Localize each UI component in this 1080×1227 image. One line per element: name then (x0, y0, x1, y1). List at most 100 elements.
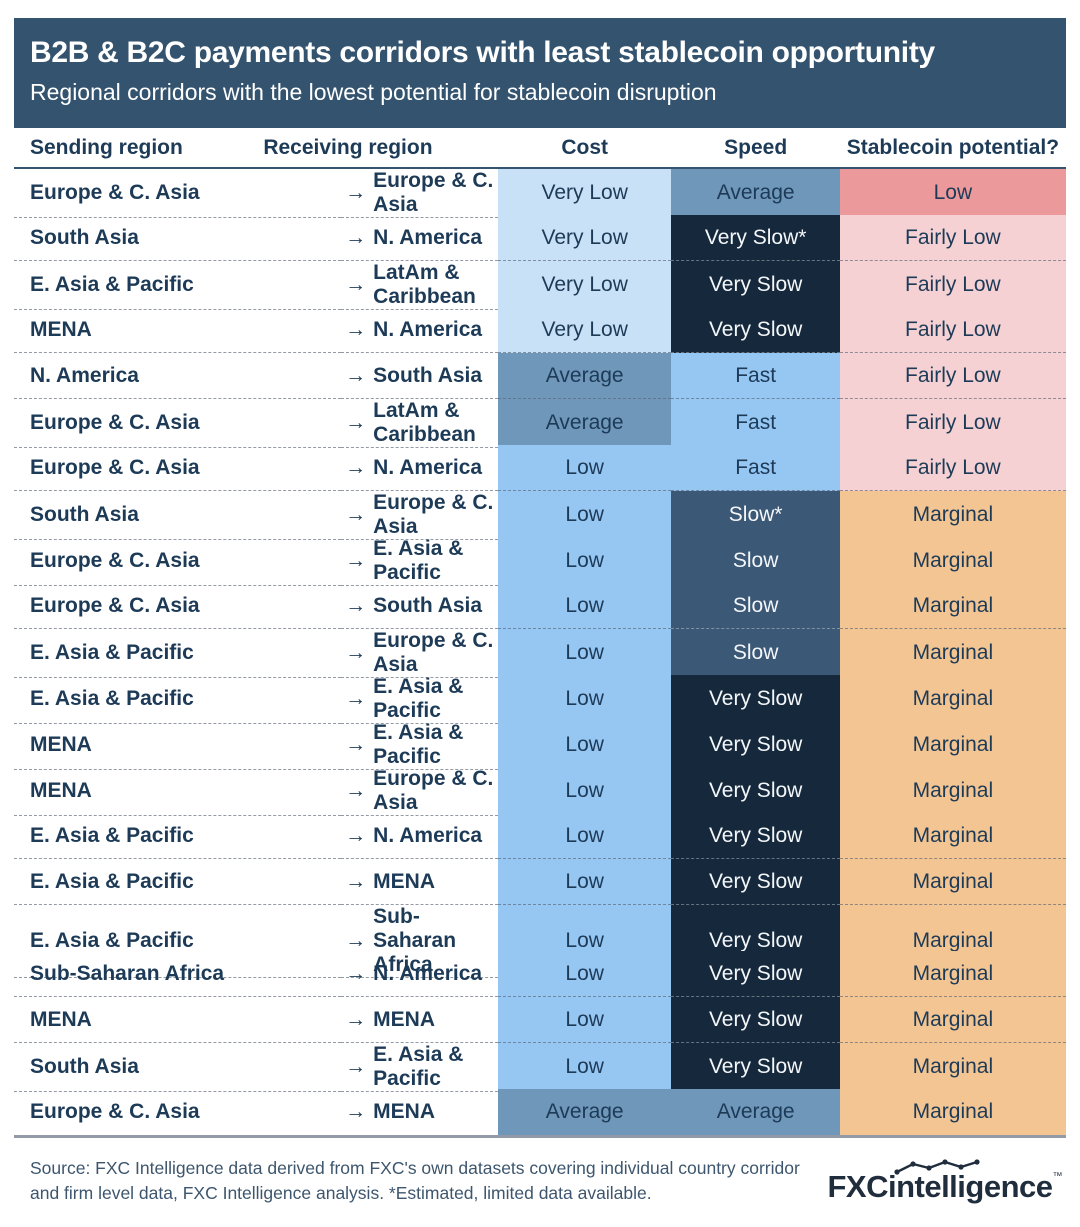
potential-cell: Marginal (839, 675, 1066, 724)
receiving-region-cell: → MENA (341, 1089, 498, 1135)
cost-cell: Low (497, 675, 672, 724)
sending-region-cell: Europe & C. Asia (14, 169, 342, 218)
table-row: MENA → Europe & C. Asia Low Very Slow Ma… (14, 767, 1066, 816)
speed-cell: Slow (671, 583, 840, 629)
table-row: E. Asia & Pacific → E. Asia & Pacific Lo… (14, 675, 1066, 724)
table-row: Europe & C. Asia → N. America Low Fast F… (14, 445, 1066, 491)
speed-cell: Fast (671, 399, 840, 448)
arrow-right-icon: → (345, 961, 367, 985)
potential-cell: Fairly Low (839, 261, 1066, 310)
source-text: Source: FXC Intelligence data derived fr… (30, 1156, 800, 1205)
potential-cell: Marginal (839, 537, 1066, 586)
potential-cell: Fairly Low (839, 399, 1066, 448)
potential-cell: Fairly Low (839, 307, 1066, 353)
receiving-region-label: N. America (373, 455, 483, 479)
title-block: B2B & B2C payments corridors with least … (14, 18, 1066, 128)
arrow-right-icon: → (345, 225, 367, 249)
table-row: N. America → South Asia Average Fast Fai… (14, 353, 1066, 399)
speed-cell: Slow (671, 537, 840, 586)
receiving-region-label: N. America (373, 823, 483, 847)
arrow-right-icon: → (345, 503, 367, 526)
arrow-right-icon: → (345, 181, 367, 204)
column-header-receiving: Receiving region (263, 136, 433, 159)
page-title: B2B & B2C payments corridors with least … (30, 36, 935, 69)
arrow-right-icon: → (345, 411, 367, 434)
table-row: Sub-Saharan Africa → N. America Low Very… (14, 951, 1066, 997)
table-row: Europe & C. Asia → MENA Average Average … (14, 1089, 1066, 1135)
sending-region-cell: E. Asia & Pacific (14, 859, 342, 905)
receiving-region-label: N. America (373, 317, 483, 341)
table-row: South Asia → E. Asia & Pacific Low Very … (14, 1043, 1066, 1092)
potential-cell: Marginal (839, 767, 1066, 816)
cost-cell: Low (497, 813, 672, 859)
speed-cell: Very Slow* (671, 215, 840, 261)
receiving-region-label: MENA (373, 1007, 436, 1031)
fxc-intelligence-logo: FXCintelligence™ (827, 1157, 1062, 1205)
arrow-right-icon: → (345, 273, 367, 296)
potential-cell: Marginal (839, 813, 1066, 859)
table-row: MENA → N. America Very Low Very Slow Fai… (14, 307, 1066, 353)
source-line-1: Source: FXC Intelligence data derived fr… (30, 1158, 800, 1178)
receiving-region-cell: → MENA (341, 859, 498, 905)
receiving-region-cell: → MENA (341, 997, 498, 1043)
column-header-row: Sending region Receiving region Cost Spe… (14, 128, 1066, 169)
cost-cell: Low (497, 445, 672, 491)
receiving-region-cell: → N. America (341, 307, 498, 353)
receiving-region-cell: → E. Asia & Pacific (341, 675, 498, 724)
receiving-region-label: N. America (373, 225, 483, 249)
speed-cell: Very Slow (671, 767, 840, 816)
speed-cell: Fast (671, 445, 840, 491)
sending-region-cell: E. Asia & Pacific (14, 813, 342, 859)
potential-cell: Fairly Low (839, 445, 1066, 491)
table-row: Europe & C. Asia → LatAm & Caribbean Ave… (14, 399, 1066, 448)
receiving-region-label: E. Asia & Pacific (373, 675, 464, 722)
table-row: South Asia → Europe & C. Asia Low Slow* … (14, 491, 1066, 540)
table-row: E. Asia & Pacific → N. America Low Very … (14, 813, 1066, 859)
potential-cell: Fairly Low (839, 215, 1066, 261)
speed-cell: Average (671, 169, 840, 218)
potential-cell: Marginal (839, 721, 1066, 770)
sending-region-cell: Europe & C. Asia (14, 399, 342, 448)
receiving-region-label: Europe & C. Asia (373, 629, 494, 676)
column-header-sending: Sending region (30, 136, 183, 159)
potential-cell: Marginal (839, 1043, 1066, 1092)
receiving-region-cell: → Europe & C. Asia (341, 491, 498, 540)
receiving-region-label: N. America (373, 961, 483, 985)
receiving-region-label: LatAm & Caribbean (373, 399, 476, 446)
arrow-right-icon: → (345, 641, 367, 664)
speed-cell: Very Slow (671, 675, 840, 724)
table-row: Europe & C. Asia → South Asia Low Slow M… (14, 583, 1066, 629)
sending-region-cell: E. Asia & Pacific (14, 675, 342, 724)
speed-cell: Very Slow (671, 859, 840, 905)
sending-region-cell: Sub-Saharan Africa (14, 951, 342, 997)
sending-region-cell: Europe & C. Asia (14, 537, 342, 586)
logo-trademark: ™ (1052, 1170, 1063, 1182)
receiving-region-cell: → N. America (341, 813, 498, 859)
arrow-right-icon: → (345, 1055, 367, 1078)
sending-region-cell: Europe & C. Asia (30, 1100, 200, 1123)
potential-cell: Marginal (839, 951, 1066, 997)
cost-cell: Low (497, 491, 672, 540)
receiving-region-label: MENA (373, 1100, 436, 1123)
sending-region-cell: N. America (14, 353, 342, 399)
speed-cell: Slow (671, 629, 840, 678)
sending-region-cell: MENA (14, 997, 342, 1043)
arrow-right-icon: → (345, 363, 367, 387)
column-header-potential: Stablecoin potential? (846, 136, 1060, 159)
source-line-2: and firm level data, FXC Intelligence an… (30, 1182, 652, 1203)
arrow-right-icon: → (345, 869, 367, 893)
potential-cell: Marginal (839, 629, 1066, 678)
logo-text-intelligence: intelligence (887, 1168, 1053, 1204)
potential-cell: Marginal (839, 583, 1066, 629)
cost-cell: Very Low (497, 169, 672, 218)
sending-region-cell: Europe & C. Asia (14, 445, 342, 491)
receiving-region-cell: → Sub-Saharan Africa (341, 905, 498, 978)
speed-cell: Very Slow (671, 997, 840, 1043)
sending-region-cell: MENA (14, 767, 342, 816)
table-row: MENA → E. Asia & Pacific Low Very Slow M… (14, 721, 1066, 770)
sending-region-cell: South Asia (14, 491, 342, 540)
arrow-right-icon: → (345, 1007, 367, 1031)
receiving-region-cell: → N. America (341, 951, 498, 997)
sending-region-cell: MENA (14, 307, 342, 353)
receiving-region-cell: → LatAm & Caribbean (341, 261, 498, 310)
